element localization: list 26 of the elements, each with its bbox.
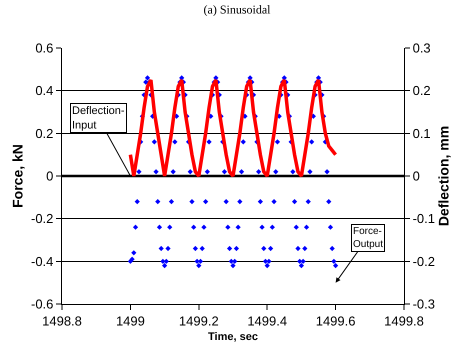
x-tick-label: 1499.8 xyxy=(384,314,424,329)
chart-title: (a) Sinusoidal xyxy=(204,2,272,17)
x-tick-label: 1498.8 xyxy=(42,314,82,329)
x-tick-label: 1499.4 xyxy=(247,314,288,329)
annotation: Force-Output xyxy=(353,226,384,250)
x-tick-label: 1499.6 xyxy=(316,314,356,329)
x-tick-label: 1499 xyxy=(116,314,145,329)
x-axis-title: Time, sec xyxy=(208,330,258,343)
y-tick-label: -0.4 xyxy=(30,254,54,269)
x-tick-label: 1499.2 xyxy=(178,314,219,329)
y2-tick-label: 0.3 xyxy=(412,40,431,56)
annotation: Deflection-Input xyxy=(72,105,125,132)
y2-tick-label: -0.3 xyxy=(412,296,436,312)
y2-tick-label: 0 xyxy=(412,168,420,184)
y-tick-label: -0.2 xyxy=(30,211,54,226)
y2-axis-title: Deflection, mm xyxy=(435,126,452,226)
y2-tick-label: -0.2 xyxy=(412,254,436,269)
y2-tick-label: 0.1 xyxy=(412,126,431,141)
y-tick-label: 0.2 xyxy=(35,126,54,141)
y2-tick-label: 0.2 xyxy=(412,83,431,98)
y-tick-label: 0.4 xyxy=(35,83,54,98)
y2-tick-label: -0.1 xyxy=(412,211,436,226)
y-tick-label: 0.6 xyxy=(35,40,54,56)
y-axis-title: Force, kN xyxy=(10,144,26,208)
y-tick-label: -0.6 xyxy=(30,296,54,312)
y-tick-label: 0 xyxy=(46,168,54,184)
